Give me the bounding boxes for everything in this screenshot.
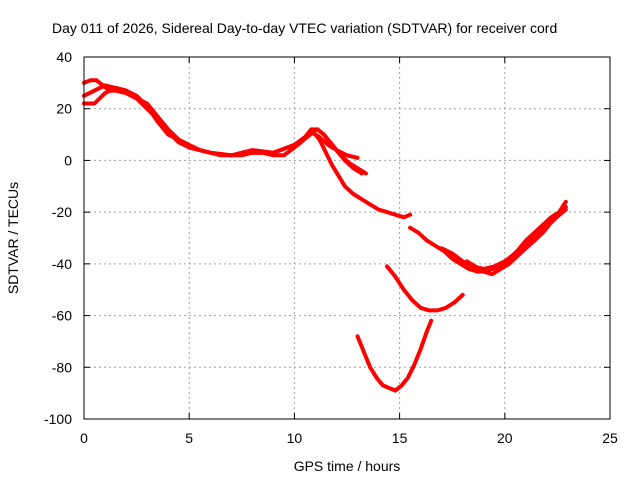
y-tick-label: -20 [52,204,72,220]
x-tick-label: 10 [287,430,303,446]
y-tick-label: -40 [52,256,72,272]
y-tick-label: -100 [44,411,72,427]
series-line-track-3 [82,83,368,176]
y-tick-label: 20 [56,101,72,117]
y-tick-label: -80 [52,359,72,375]
x-tick-label: 0 [80,430,88,446]
tick-layer: 0 5 10 15 20 25 -100 -80 -60 -40 -20 0 20 40 [44,49,618,446]
y-tick-label: 40 [56,49,72,65]
y-tick-label: 0 [64,152,72,168]
series-layer [82,78,568,393]
y-tick-label: -60 [52,308,72,324]
series-line-track-8 [385,264,465,313]
x-tick-label: 5 [185,430,193,446]
y-axis-title: SDTVAR / TECUs [5,182,21,294]
series-line-track-9 [355,318,434,393]
series-line-track-5 [408,205,568,274]
x-tick-label: 25 [602,430,618,446]
grid-layer [84,57,610,419]
x-axis-title: GPS time / hours [294,458,401,474]
plot-frame [83,56,611,420]
series-line-track-7 [464,207,568,277]
x-tick-label: 15 [392,430,408,446]
series-line-track-4 [309,130,360,160]
chart-title: Day 011 of 2026, Sidereal Day-to-day VTE… [52,20,557,36]
x-tick-label: 20 [497,430,513,446]
